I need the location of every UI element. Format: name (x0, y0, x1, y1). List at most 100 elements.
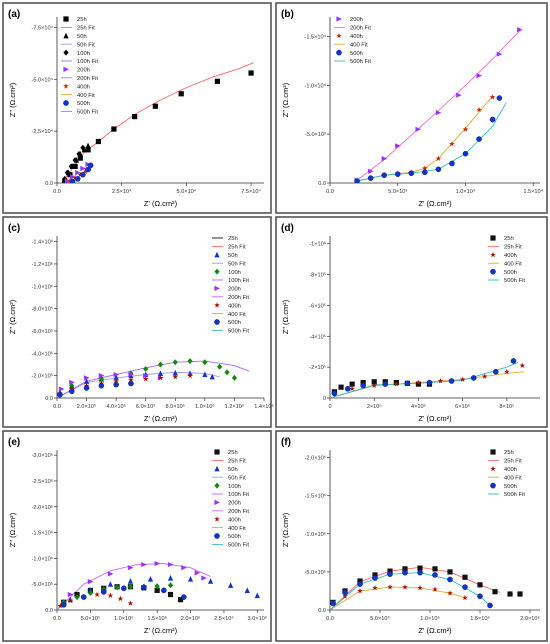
x-tick-label: 1.0×10⁶ (420, 615, 440, 622)
legend-label: 400 Fit (228, 526, 246, 532)
series-200h (67, 560, 207, 598)
data-point (224, 369, 230, 376)
data-point (187, 358, 193, 365)
legend-label: 200h Fit (350, 26, 371, 32)
y-tick-label: -7.5×10⁴ (31, 24, 53, 31)
legend-marker (63, 66, 69, 72)
legend-marker (214, 516, 220, 522)
legend-marker (336, 49, 342, 56)
data-point (462, 126, 469, 132)
y-axis-label: Z" (Ω.cm²) (8, 299, 17, 334)
legend-label: 50h (77, 34, 87, 40)
data-point (64, 178, 71, 183)
y-tick-label: -5.0×10⁵ (305, 569, 326, 576)
data-point (117, 595, 124, 602)
data-point (402, 569, 408, 576)
data-point (207, 578, 214, 584)
data-point (202, 371, 208, 378)
data-point (487, 602, 493, 609)
data-point (80, 171, 86, 178)
x-tick-label: 8×10⁵ (499, 403, 514, 410)
data-point (181, 565, 187, 571)
data-point (432, 572, 438, 578)
legend-marker (214, 533, 220, 539)
data-point (87, 162, 94, 169)
data-point (127, 600, 134, 606)
data-point (470, 375, 477, 381)
legend-label: 50h (228, 467, 238, 473)
legend-label: 25h Fit (77, 26, 95, 32)
data-point (172, 359, 178, 366)
y-tick-label: -1.4×10⁶ (32, 239, 53, 246)
data-point (432, 586, 438, 592)
y-tick-label: -1.0×10⁶ (305, 531, 326, 538)
legend-marker (490, 268, 496, 275)
series-100h (62, 144, 86, 182)
data-point (80, 165, 86, 172)
legend-label: 100h Fit (228, 278, 249, 284)
x-tick-label: 1.2×10⁶ (225, 403, 245, 410)
y-tick-label: -5.0×10⁴ (31, 76, 53, 83)
data-point (83, 375, 90, 381)
legend-label: 100h (228, 484, 241, 490)
data-point (85, 142, 91, 149)
data-point (67, 597, 74, 604)
legend-label: 200h (228, 501, 241, 507)
data-point (194, 570, 201, 576)
data-point (422, 169, 428, 176)
x-axis-label: Z' (Ω.cm²) (418, 414, 452, 423)
data-point (76, 150, 82, 157)
data-point (415, 379, 422, 385)
legend-label: 25h Fit (228, 459, 246, 465)
y-tick-label: 0.0 (318, 181, 326, 187)
series-500h (331, 358, 517, 397)
y-tick-label: -3.0×10⁶ (32, 452, 53, 459)
data-point (342, 593, 348, 599)
data-point (113, 381, 119, 388)
data-point (72, 174, 78, 181)
data-point (349, 385, 355, 392)
data-point (371, 379, 377, 385)
data-point (157, 370, 164, 377)
data-point (254, 592, 260, 599)
y-tick-label: -1.0×10⁶ (32, 555, 53, 562)
series-500h (60, 584, 187, 608)
data-point (402, 584, 408, 590)
y-tick-label: 0.0 (318, 608, 326, 614)
legend-label: 200h Fit (77, 76, 98, 82)
data-point (360, 382, 366, 389)
x-axis-label: Z' (Ω.cm²) (144, 414, 178, 423)
legend-marker (63, 49, 69, 56)
chart-panel-b: (b) 0.0 5.0×10³ 1.0×10⁴ 1.5×10⁴ 0.0 -5.0×10³ -1… (275, 2, 548, 214)
x-tick-label: 2.0×10⁶ (520, 615, 540, 622)
data-point (435, 110, 442, 116)
data-point (72, 157, 78, 164)
data-point (167, 575, 174, 581)
x-tick-label: 5.0×10⁵ (370, 615, 390, 622)
data-point (127, 565, 134, 571)
legend-label: 200h Fit (228, 295, 249, 301)
y-tick-label: 0.0 (45, 181, 53, 187)
data-point (141, 561, 147, 568)
data-point (381, 155, 388, 162)
plot-area (61, 62, 254, 183)
series-500h (330, 569, 493, 609)
data-point (201, 575, 207, 581)
legend-marker (63, 100, 69, 106)
y-axis-label: Z" (Ω.cm²) (281, 82, 290, 117)
x-tick-label: 3.0×10⁶ (248, 615, 268, 622)
legend: 25h 25h Fit 50h 50h Fit 100h 100h Fit 200h 200h… (61, 16, 98, 116)
y-tick-label: -6.0×10⁵ (32, 328, 53, 335)
legend-label: 500h Fit (504, 492, 525, 498)
legend-label: 400 Fit (228, 312, 246, 318)
data-point (248, 70, 254, 76)
x-tick-label: 1.0×10⁶ (195, 403, 215, 410)
x-axis-label: Z' (Ω.cm²) (418, 626, 452, 635)
legend-label: 25h Fit (504, 245, 522, 251)
legend-marker (214, 449, 220, 455)
legend-marker (490, 251, 496, 258)
data-point (503, 368, 510, 375)
data-point (57, 602, 64, 609)
panel-label: (f) (281, 437, 291, 448)
data-point (449, 160, 455, 167)
